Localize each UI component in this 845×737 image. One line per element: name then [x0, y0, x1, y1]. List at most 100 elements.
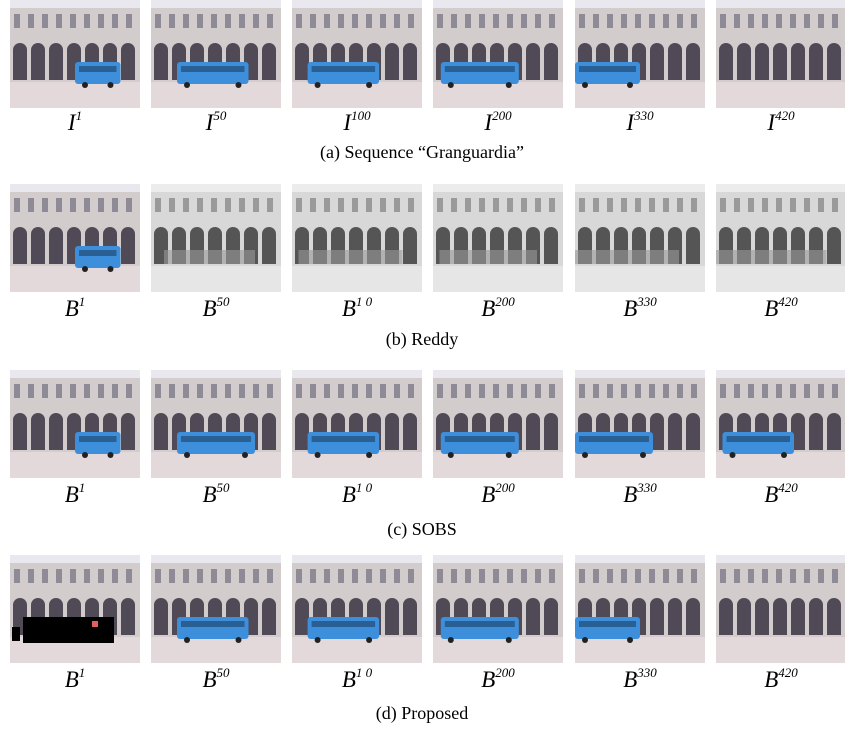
frame-label: I330 [625, 108, 654, 135]
subfigure-caption: (a) Sequence “Granguardia” [320, 142, 524, 163]
frame-label: B1 [65, 480, 86, 507]
frame-index: 50 [217, 294, 231, 309]
frame-index: 200 [492, 108, 512, 123]
frame-image [433, 555, 563, 663]
frame-symbol: B [623, 667, 637, 692]
frame-index: 200 [495, 294, 515, 309]
frame-index: 420 [778, 480, 798, 495]
frame-image [716, 555, 845, 663]
frame-image [433, 370, 563, 478]
frame-symbol: I [766, 110, 776, 135]
frame-image [151, 0, 281, 108]
frame-index: 1 [76, 108, 83, 123]
frame-label: B420 [764, 665, 798, 692]
frame-image [10, 370, 140, 478]
frame-image [575, 555, 705, 663]
frame-label: B200 [481, 665, 515, 692]
subfigure-caption: (b) Reddy [386, 329, 458, 350]
frame-label: I200 [483, 108, 512, 135]
frame-label: B1 [65, 294, 86, 321]
frame-symbol: B [65, 667, 79, 692]
frame-symbol: B [342, 296, 356, 321]
frame-image [716, 370, 845, 478]
frame-label: B420 [764, 480, 798, 507]
frame-symbol: B [65, 482, 79, 507]
frame-symbol: B [481, 296, 495, 321]
frame-index: 420 [775, 108, 795, 123]
frame-label: B50 [202, 294, 230, 321]
frame-symbol: I [625, 110, 635, 135]
frame-symbol: B [65, 296, 79, 321]
frame-symbol: B [764, 482, 778, 507]
subfigure-caption: (c) SOBS [387, 519, 457, 540]
frame-index: 100 [351, 108, 371, 123]
frame-symbol: B [342, 667, 356, 692]
frame-index: 1 [79, 294, 86, 309]
frame-label: I100 [342, 108, 371, 135]
frame-image [151, 184, 281, 292]
frame-index: 200 [495, 665, 515, 680]
frame-label: B1 0 [342, 665, 373, 692]
frame-image [292, 370, 422, 478]
frame-label: B50 [202, 665, 230, 692]
frame-image [716, 0, 845, 108]
frame-index: 50 [217, 665, 231, 680]
frame-image [151, 555, 281, 663]
frame-symbol: B [623, 482, 637, 507]
frame-image [433, 184, 563, 292]
frame-image [292, 184, 422, 292]
frame-index: 420 [778, 294, 798, 309]
frame-symbol: I [483, 110, 493, 135]
frame-symbol: B [764, 667, 778, 692]
frame-image [151, 370, 281, 478]
subfigure-caption: (d) Proposed [376, 703, 469, 724]
frame-label: B200 [481, 480, 515, 507]
frame-symbol: B [764, 296, 778, 321]
frame-index: 330 [636, 480, 657, 495]
frame-label: I420 [766, 108, 795, 135]
frame-index: 1 [79, 480, 86, 495]
frame-image [716, 184, 845, 292]
frame-symbol: B [481, 482, 495, 507]
frame-image [292, 555, 422, 663]
frame-symbol: I [342, 110, 352, 135]
frame-index: 200 [495, 480, 515, 495]
frame-image [575, 370, 705, 478]
frame-image [575, 0, 705, 108]
frame-symbol: B [202, 296, 216, 321]
frame-image [575, 184, 705, 292]
frame-symbol: B [202, 482, 216, 507]
frame-symbol: B [623, 296, 637, 321]
frame-index: 1 0 [356, 480, 373, 495]
frame-index: 1 [79, 665, 86, 680]
frame-index: 330 [636, 294, 657, 309]
frame-image [292, 0, 422, 108]
frame-index: 50 [217, 480, 231, 495]
frame-index: 330 [636, 665, 657, 680]
frame-index: 420 [778, 665, 798, 680]
frame-label: B330 [623, 665, 657, 692]
frame-symbol: B [481, 667, 495, 692]
frame-label: B420 [764, 294, 798, 321]
frame-label: B50 [202, 480, 230, 507]
frame-label: B1 [65, 665, 86, 692]
frame-label: B1 0 [342, 480, 373, 507]
frame-label: I50 [205, 108, 227, 135]
frame-symbol: I [67, 110, 77, 135]
frame-label: B330 [623, 480, 657, 507]
frame-symbol: B [202, 667, 216, 692]
frame-label: I1 [67, 108, 82, 135]
frame-label: B200 [481, 294, 515, 321]
frame-symbol: B [342, 482, 356, 507]
frame-label: B330 [623, 294, 657, 321]
frame-symbol: I [205, 110, 215, 135]
frame-label: B1 0 [342, 294, 373, 321]
frame-image [433, 0, 563, 108]
frame-index: 330 [633, 108, 654, 123]
frame-index: 1 0 [356, 665, 373, 680]
frame-index: 1 0 [356, 294, 373, 309]
frame-index: 50 [213, 108, 227, 123]
frame-image [10, 0, 140, 108]
frame-image [10, 555, 140, 663]
